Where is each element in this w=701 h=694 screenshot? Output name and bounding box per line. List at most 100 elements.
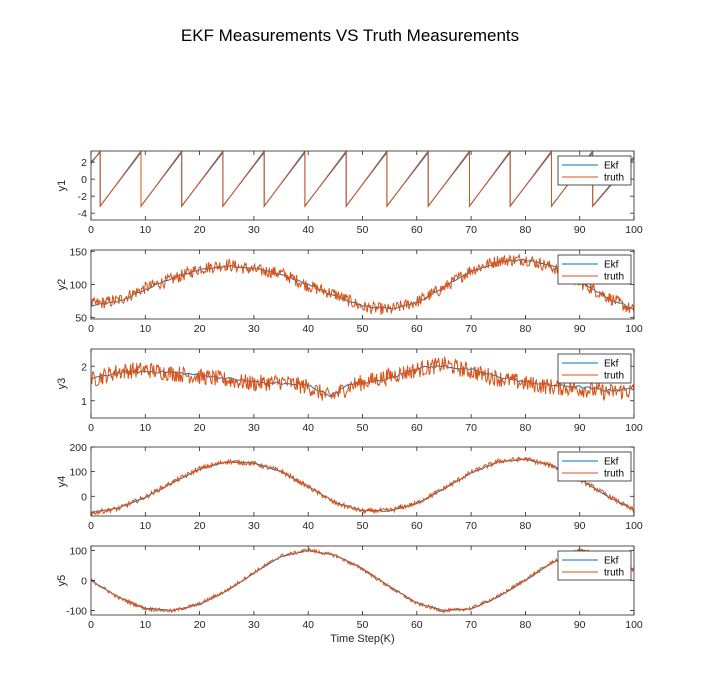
y-tick-label: 100 bbox=[69, 546, 87, 558]
x-tick-label: 80 bbox=[520, 520, 532, 532]
series-line-truth bbox=[91, 151, 634, 208]
x-tick-label: 10 bbox=[139, 224, 151, 236]
x-tick-label: 70 bbox=[465, 224, 477, 236]
x-tick-label: 0 bbox=[88, 422, 94, 434]
x-tick-label: 50 bbox=[357, 619, 369, 631]
y-tick-label: 0 bbox=[81, 576, 87, 588]
x-tick-label: 50 bbox=[357, 520, 369, 532]
x-tick-label: 70 bbox=[465, 422, 477, 434]
x-tick-label: 30 bbox=[248, 520, 260, 532]
x-tick-label: 90 bbox=[574, 422, 586, 434]
legend-box bbox=[557, 155, 632, 186]
plot-area bbox=[91, 151, 634, 220]
x-tick-label: 50 bbox=[357, 323, 369, 335]
y-tick-label: 1 bbox=[81, 396, 87, 408]
x-tick-label: 80 bbox=[520, 619, 532, 631]
x-tick-label: 20 bbox=[194, 224, 206, 236]
series-group bbox=[91, 151, 634, 208]
x-tick-label: 0 bbox=[88, 323, 94, 335]
x-tick-label: 90 bbox=[574, 224, 586, 236]
y-tick-label: -2 bbox=[78, 191, 87, 203]
x-tick-label: 0 bbox=[88, 619, 94, 631]
x-tick-label: 60 bbox=[411, 619, 423, 631]
x-tick-label: 90 bbox=[574, 323, 586, 335]
y-tick-label: 50 bbox=[75, 313, 87, 325]
x-tick-label: 40 bbox=[302, 224, 314, 236]
series-group bbox=[91, 547, 634, 614]
x-tick-label: 40 bbox=[302, 323, 314, 335]
y-tick-label: 100 bbox=[69, 467, 87, 479]
x-tick-label: 20 bbox=[194, 323, 206, 335]
x-tick-label: 100 bbox=[625, 323, 643, 335]
legend-label-ekf: Ekf bbox=[604, 556, 619, 567]
y-tick-label: 100 bbox=[69, 280, 87, 292]
x-tick-label: 10 bbox=[139, 323, 151, 335]
x-tick-label: 10 bbox=[139, 520, 151, 532]
x-tick-label: 20 bbox=[194, 422, 206, 434]
y-tick-label: -100 bbox=[66, 606, 87, 618]
x-tick-label: 10 bbox=[139, 422, 151, 434]
x-tick-label: 100 bbox=[625, 224, 643, 236]
x-tick-label: 40 bbox=[302, 422, 314, 434]
x-tick-label: 100 bbox=[625, 520, 643, 532]
x-tick-label: 10 bbox=[139, 619, 151, 631]
x-tick-label: 60 bbox=[411, 323, 423, 335]
legend-box bbox=[557, 451, 632, 482]
x-tick-label: 70 bbox=[465, 323, 477, 335]
x-tick-label: 40 bbox=[302, 619, 314, 631]
y-axis-label: y4 bbox=[56, 476, 68, 488]
x-tick-label: 90 bbox=[574, 520, 586, 532]
x-tick-label: 0 bbox=[88, 520, 94, 532]
y-axis-label: y3 bbox=[56, 378, 68, 390]
x-tick-label: 40 bbox=[302, 520, 314, 532]
x-tick-label: 90 bbox=[574, 619, 586, 631]
y-tick-label: 0 bbox=[81, 174, 87, 186]
legend-box bbox=[557, 254, 632, 285]
series-group bbox=[91, 456, 634, 516]
y-tick-label: -4 bbox=[78, 208, 87, 220]
legend-label-truth: truth bbox=[604, 371, 624, 382]
x-tick-label: 20 bbox=[194, 619, 206, 631]
legend-label-ekf: Ekf bbox=[604, 457, 619, 468]
legend-label-ekf: Ekf bbox=[604, 161, 619, 172]
x-tick-label: 80 bbox=[520, 422, 532, 434]
plot-area bbox=[91, 447, 634, 516]
legend-box bbox=[557, 353, 632, 384]
y-tick-label: 200 bbox=[69, 442, 87, 454]
figure-title: EKF Measurements VS Truth Measurements bbox=[181, 26, 519, 45]
legend-label-ekf: Ekf bbox=[604, 359, 619, 370]
y-tick-label: 2 bbox=[81, 361, 87, 373]
x-tick-label: 50 bbox=[357, 422, 369, 434]
x-tick-label: 70 bbox=[465, 619, 477, 631]
y-tick-label: 2 bbox=[81, 157, 87, 169]
y-tick-label: 0 bbox=[81, 491, 87, 503]
x-tick-label: 50 bbox=[357, 224, 369, 236]
x-tick-label: 0 bbox=[88, 224, 94, 236]
plot-area bbox=[91, 546, 634, 615]
x-axis-label: Time Step(K) bbox=[330, 633, 394, 645]
x-tick-label: 30 bbox=[248, 323, 260, 335]
legend-box bbox=[557, 550, 632, 581]
series-line-truth bbox=[91, 356, 634, 402]
y-axis-label: y5 bbox=[56, 575, 68, 587]
x-tick-label: 20 bbox=[194, 520, 206, 532]
series-line-truth bbox=[91, 456, 634, 516]
legend-label-truth: truth bbox=[604, 568, 624, 579]
x-tick-label: 70 bbox=[465, 520, 477, 532]
y-axis-label: y2 bbox=[56, 279, 68, 291]
series-group bbox=[91, 253, 634, 315]
x-tick-label: 60 bbox=[411, 520, 423, 532]
series-group bbox=[91, 356, 634, 402]
x-tick-label: 80 bbox=[520, 323, 532, 335]
x-tick-label: 60 bbox=[411, 422, 423, 434]
legend-label-truth: truth bbox=[604, 272, 624, 283]
